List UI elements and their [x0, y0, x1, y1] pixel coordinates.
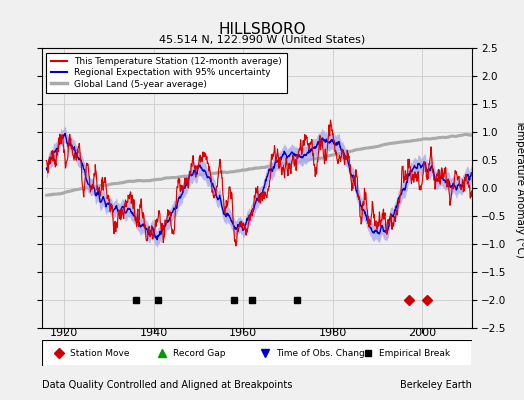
Y-axis label: Temperature Anomaly (°C): Temperature Anomaly (°C): [515, 118, 524, 258]
Text: 1920: 1920: [50, 328, 79, 338]
Text: 1940: 1940: [140, 328, 168, 338]
Text: 2000: 2000: [408, 328, 436, 338]
Text: HILLSBORO: HILLSBORO: [218, 22, 306, 37]
Text: Station Move: Station Move: [70, 348, 129, 358]
Text: Time of Obs. Change: Time of Obs. Change: [276, 348, 370, 358]
Legend: This Temperature Station (12-month average), Regional Expectation with 95% uncer: This Temperature Station (12-month avera…: [47, 52, 287, 93]
Text: 1980: 1980: [319, 328, 347, 338]
Text: Berkeley Earth: Berkeley Earth: [400, 380, 472, 390]
Text: Empirical Break: Empirical Break: [379, 348, 450, 358]
Text: 45.514 N, 122.990 W (United States): 45.514 N, 122.990 W (United States): [159, 34, 365, 44]
Text: Record Gap: Record Gap: [173, 348, 225, 358]
Text: Data Quality Controlled and Aligned at Breakpoints: Data Quality Controlled and Aligned at B…: [42, 380, 292, 390]
Text: 1960: 1960: [230, 328, 257, 338]
